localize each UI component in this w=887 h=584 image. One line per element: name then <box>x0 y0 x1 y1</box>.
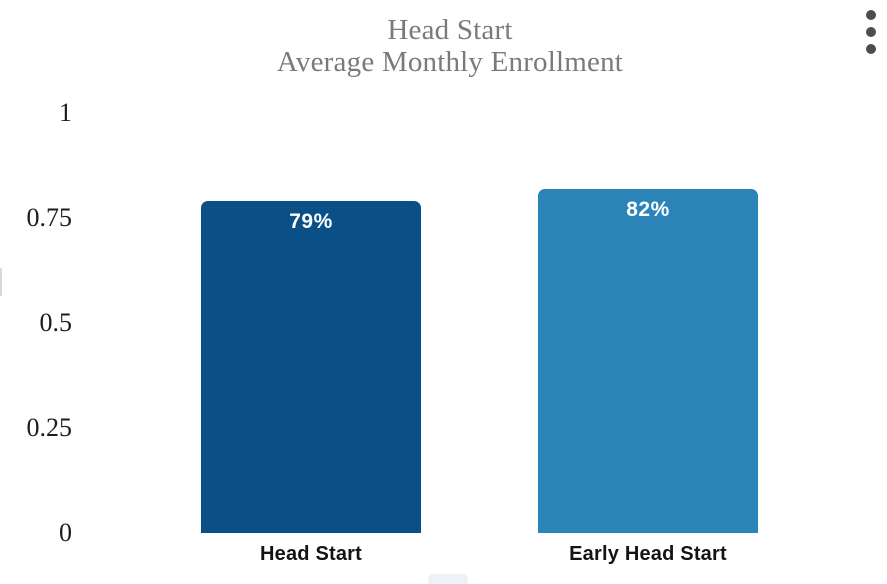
kebab-dot-icon <box>866 44 876 54</box>
x-axis-category-label: Early Head Start <box>569 543 727 565</box>
chart-title: Head Start Average Monthly Enrollment <box>0 14 887 78</box>
chart-title-line2: Average Monthly Enrollment <box>276 46 624 78</box>
y-axis-tick-label: 0.75 <box>26 203 73 232</box>
chart-title-line1: Head Start <box>387 14 513 46</box>
y-axis-tick-label: 0.25 <box>26 413 73 442</box>
bar-head-start[interactable]: 79% <box>201 201 421 533</box>
kebab-menu-button[interactable] <box>861 4 881 56</box>
y-axis-tick-label: 1 <box>59 98 72 127</box>
bar-early-head-start[interactable]: 82% <box>538 189 758 533</box>
bar-value-label: 82% <box>626 198 670 221</box>
left-edge-artifact <box>0 268 2 296</box>
y-axis-tick-label: 0 <box>59 518 72 547</box>
y-axis-tick-label: 0.5 <box>39 308 73 337</box>
x-axis-category-label: Head Start <box>259 543 363 565</box>
bar-value-label: 79% <box>289 210 333 233</box>
kebab-dot-icon <box>866 27 876 37</box>
bottom-partial-element <box>428 574 468 584</box>
kebab-dot-icon <box>866 10 876 20</box>
